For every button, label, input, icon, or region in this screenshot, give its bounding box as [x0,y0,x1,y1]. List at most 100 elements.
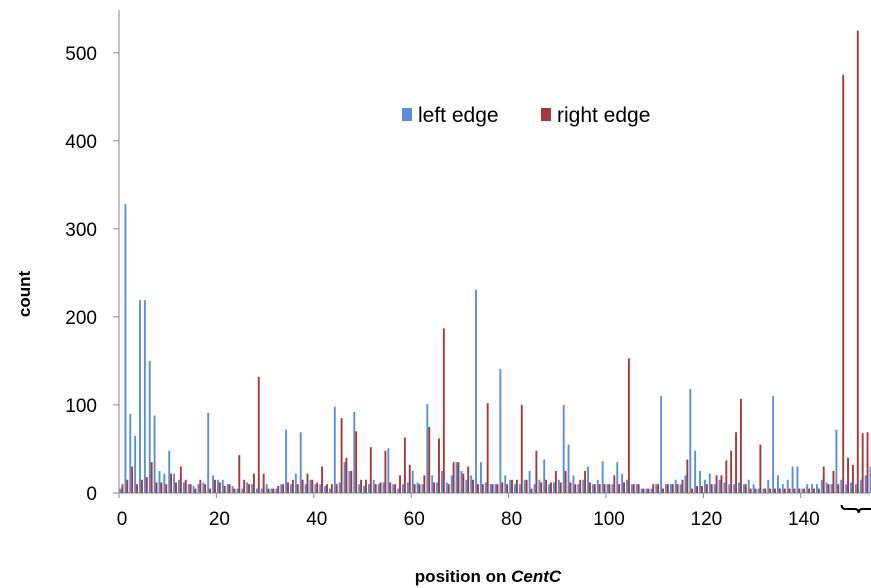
left-edge-bar [367,484,370,493]
left-edge-bar [859,479,862,493]
left-edge-bar [304,484,307,493]
right-edge-bar [618,484,621,493]
right-edge-bar [657,484,660,493]
right-edge-bar [433,482,436,493]
left-edge-bar [440,470,443,493]
left-edge-bar [587,466,589,493]
right-edge-bar [666,484,669,493]
right-edge-bar [701,485,703,493]
left-edge-bar [416,482,419,493]
x-axis-title: position on CentC [415,567,562,586]
left-edge-bar [124,204,127,493]
left-edge-bar [655,484,658,493]
left-edge-bar [781,484,784,493]
right-edge-bar [559,482,562,493]
right-edge-bar [608,484,611,493]
right-edge-bar [652,484,655,493]
right-edge-bar [399,475,401,493]
right-edge-bar [798,488,801,493]
right-edge-bar [725,460,728,493]
left-edge-bar [845,484,848,493]
left-edge-bar [840,479,843,493]
left-edge-bar [450,475,453,493]
right-edge-bar [467,466,470,493]
left-edge-bar [669,484,672,493]
left-edge-bar [835,429,838,493]
left-edge-bar [275,488,278,493]
right-edge-bar [326,484,328,493]
left-edge-bar [548,484,551,493]
left-edge-bar [635,484,638,493]
right-edge-bar [851,464,854,493]
left-edge-bar [280,484,283,493]
left-edge-bar [562,404,565,493]
left-edge-bar [348,470,351,493]
left-edge-bar [387,448,390,493]
right-edge-bar [813,488,815,493]
right-edge-bar [720,475,723,493]
right-edge-bar [452,462,455,493]
left-edge-bar [246,482,249,493]
right-edge-bar [579,479,582,493]
left-edge-bar [679,484,682,493]
right-edge-bar [360,479,362,493]
right-edge-bar [569,482,572,493]
left-edge-bar [392,484,395,493]
left-edge-bar [514,484,516,493]
right-edge-bar [506,484,509,493]
left-edge-bar [328,488,331,493]
right-edge-series [121,30,869,494]
legend-label-right-edge: right edge [557,104,650,127]
right-edge-bar [520,404,523,493]
left-edge-bar [212,475,214,493]
right-edge-bar [403,437,406,493]
legend-label-left-edge: left edge [418,104,499,127]
left-edge-bar [377,484,380,493]
right-edge-bar [438,438,440,493]
y-tick-label: 500 [65,44,97,65]
right-edge-bar [501,482,504,493]
right-edge-bar [681,479,684,493]
left-edge-bar [543,459,546,493]
x-tick-label: 20 [209,509,230,530]
left-edge-bar [475,289,477,493]
right-edge-bar [764,488,767,493]
right-edge-bar [632,484,635,493]
right-edge-bar [735,432,737,493]
left-edge-bar [353,411,356,493]
left-edge-bar [148,360,151,493]
left-edge-bar [811,484,814,493]
y-tick-label: 400 [65,132,97,153]
right-edge-bar [194,488,197,493]
right-edge-bar [442,328,445,493]
right-edge-bar [803,488,806,493]
left-edge-bar [299,432,302,493]
right-edge-bar [715,475,718,493]
left-edge-bar [445,482,448,493]
right-edge-bar [335,484,338,493]
x-tick-label: 60 [404,509,425,530]
y-tick-label: 200 [65,308,97,329]
left-edge-bar [567,444,570,493]
left-edge-bar [699,470,701,493]
right-edge-bar [374,484,377,493]
left-edge-bar [830,484,833,493]
right-edge-bar [160,482,163,493]
right-edge-bar [252,473,255,493]
x-tick-label: 80 [501,509,522,530]
right-edge-bar [165,484,168,493]
left-edge-bar [553,482,555,493]
left-edge-bar [499,368,502,493]
left-edge-bar [494,484,497,493]
right-edge-bar [832,470,835,493]
left-edge-bar [143,300,146,493]
left-edge-bar [713,484,716,493]
left-edge-bar [197,484,200,493]
left-edge-bar [421,484,424,493]
left-edge-bar [168,450,171,493]
left-edge-bar [742,484,745,493]
left-edge-bar [285,429,288,493]
right-edge-bar [623,482,625,493]
left-edge-bar [251,484,253,493]
left-edge-bar [207,412,210,493]
